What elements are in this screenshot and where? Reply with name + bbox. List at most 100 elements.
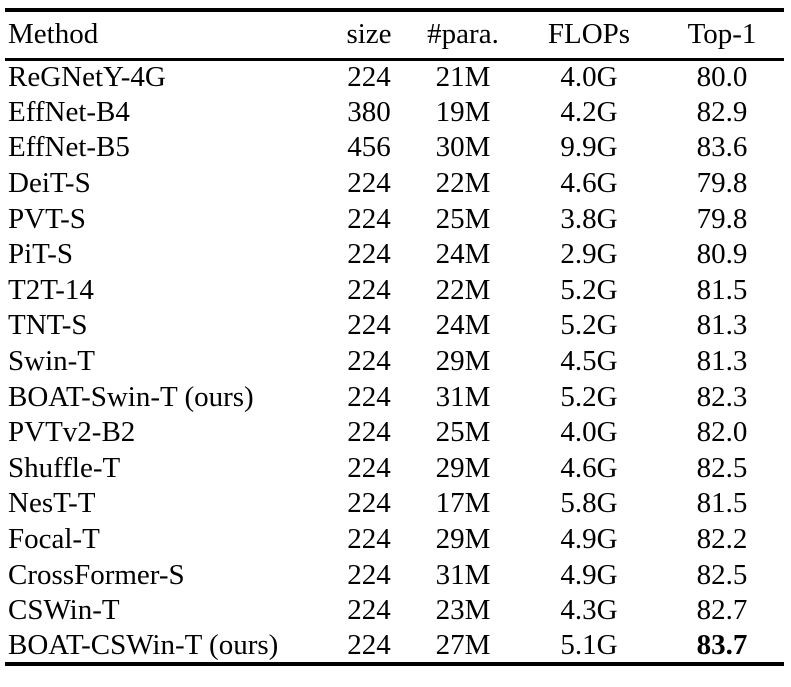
cell-para: 19M [435,95,491,128]
table-row: Focal-T 224 29M 4.9G 82.2 [5,522,784,558]
cell-size: 224 [347,345,391,378]
cell-top1: 80.0 [696,61,748,94]
cell-para: 27M [435,628,491,661]
cell-size: 224 [347,416,391,449]
table-row: Swin-T 224 29M 4.5G 81.3 [5,344,784,380]
cell-para: 24M [435,238,491,271]
cell-top1: 81.3 [696,309,748,342]
header-row: Method size #para. FLOPs Top-1 [5,10,784,59]
cell-size: 456 [347,131,391,164]
cell-flops: 5.2G [560,273,618,306]
cell-top1: 81.3 [696,345,748,378]
cell-method: PiT-S [8,238,74,271]
cell-top1: 80.9 [696,238,748,271]
cell-para: 22M [435,273,491,306]
cell-para: 31M [435,380,491,413]
cell-top1: 82.7 [696,594,748,627]
column-header-flops: FLOPs [547,18,631,51]
table-body: ReGNetY-4G 224 21M 4.0G 80.0 EffNet-B4 380 19M 4… [5,59,784,664]
cell-para: 24M [435,309,491,342]
results-table: Method size #para. FLOPs Top-1 ReGNetY-4… [5,8,784,667]
table-row: Shuffle-T 224 29M 4.6G 82.5 [5,451,784,487]
cell-flops: 5.8G [560,487,618,520]
cell-top1: 81.5 [696,273,748,306]
cell-flops: 3.8G [560,202,618,235]
cell-flops: 9.9G [560,131,618,164]
cell-method: PVT-S [8,202,86,235]
cell-method: EffNet-B5 [8,131,130,164]
cell-top1: 82.0 [696,416,748,449]
cell-method: BOAT-Swin-T (ours) [8,380,254,413]
cell-para: 29M [435,451,491,484]
cell-top1: 81.5 [696,487,748,520]
cell-flops: 4.2G [560,95,618,128]
cell-size: 224 [347,61,391,94]
column-header-top1: Top-1 [687,18,757,51]
table-row: ReGNetY-4G 224 21M 4.0G 80.0 [5,59,784,95]
cell-flops: 4.0G [560,61,618,94]
cell-size: 224 [347,309,391,342]
cell-size: 224 [347,238,391,271]
column-header-method: Method [8,18,99,51]
table-row: EffNet-B5 456 30M 9.9G 83.6 [5,130,784,166]
cell-flops: 5.1G [560,628,618,661]
cell-para: 29M [435,523,491,556]
cell-para: 23M [435,594,491,627]
cell-top1: 82.3 [696,380,748,413]
cell-flops: 4.9G [560,523,618,556]
cell-method: CrossFormer-S [8,558,185,591]
cell-top1: 82.9 [696,95,748,128]
table-row: CrossFormer-S 224 31M 4.9G 82.5 [5,557,784,593]
cell-top1: 83.6 [696,131,748,164]
cell-method: DeiT-S [8,167,91,200]
table-row: T2T-14 224 22M 5.2G 81.5 [5,273,784,309]
cell-size: 224 [347,523,391,556]
cell-flops: 4.6G [560,451,618,484]
cell-method: T2T-14 [8,273,94,306]
cell-flops: 5.2G [560,309,618,342]
cell-flops: 4.0G [560,416,618,449]
cell-flops: 4.3G [560,594,618,627]
cell-method: CSWin-T [8,594,120,627]
cell-method: EffNet-B4 [8,95,130,128]
column-header-size: size [346,18,392,51]
cell-size: 224 [347,487,391,520]
cell-size: 224 [347,558,391,591]
cell-para: 17M [435,487,491,520]
cell-flops: 4.5G [560,345,618,378]
cell-size: 224 [347,380,391,413]
cell-flops: 5.2G [560,380,618,413]
cell-top1: 79.8 [696,167,748,200]
table-row: TNT-S 224 24M 5.2G 81.3 [5,308,784,344]
table-row: BOAT-Swin-T (ours) 224 31M 5.2G 82.3 [5,379,784,415]
table-row: CSWin-T 224 23M 4.3G 82.7 [5,593,784,629]
table-row: PVTv2-B2 224 25M 4.0G 82.0 [5,415,784,451]
cell-size: 224 [347,628,391,661]
cell-flops: 2.9G [560,238,618,271]
cell-method: PVTv2-B2 [8,416,136,449]
cell-method: Shuffle-T [8,451,121,484]
cell-method: TNT-S [8,309,88,342]
cell-size: 224 [347,594,391,627]
cell-top1: 82.5 [696,451,748,484]
cell-flops: 4.9G [560,558,618,591]
cell-para: 25M [435,416,491,449]
cell-method: NesT-T [8,487,96,520]
cell-size: 224 [347,202,391,235]
cell-size: 224 [347,273,391,306]
table-row: PiT-S 224 24M 2.9G 80.9 [5,237,784,273]
cell-method: Swin-T [8,345,95,378]
cell-method: BOAT-CSWin-T (ours) [8,628,279,661]
cell-size: 224 [347,167,391,200]
cell-flops: 4.6G [560,167,618,200]
cell-top1: 79.8 [696,202,748,235]
table-row: BOAT-CSWin-T (ours) 224 27M 5.1G 83.7 [5,629,784,665]
cell-top1: 82.2 [696,523,748,556]
cell-method: ReGNetY-4G [8,61,166,94]
cell-para: 22M [435,167,491,200]
cell-method: Focal-T [8,523,100,556]
cell-size: 380 [347,95,391,128]
cell-top1: 83.7 [696,628,748,661]
table-row: EffNet-B4 380 19M 4.2G 82.9 [5,95,784,131]
